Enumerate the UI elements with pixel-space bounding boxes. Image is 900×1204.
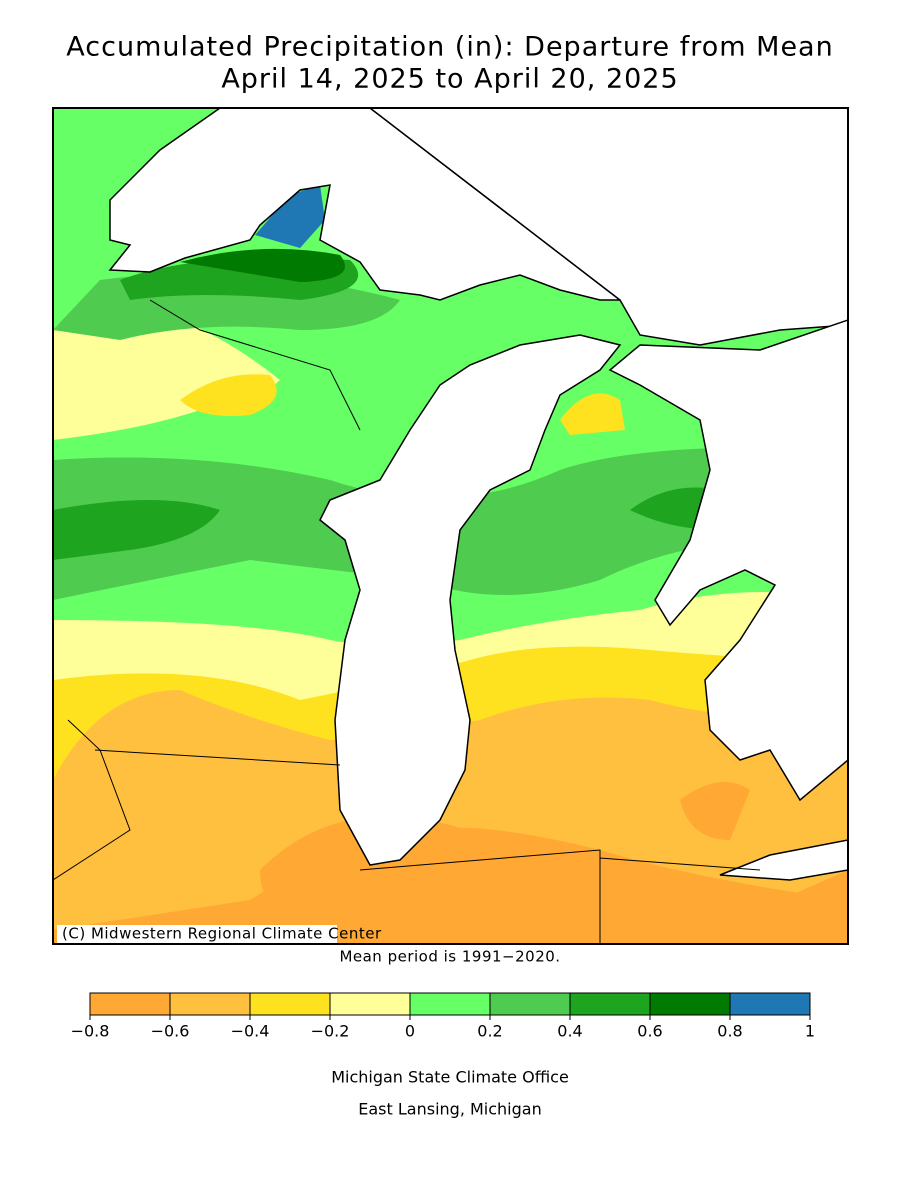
tick-label: −0.6 <box>151 1022 190 1041</box>
legend-swatch <box>89 992 171 1016</box>
legend-swatch <box>169 992 251 1016</box>
tick-label: 0.6 <box>637 1022 662 1041</box>
tick-label: 1 <box>805 1022 815 1041</box>
tick-label: −0.8 <box>71 1022 110 1041</box>
map-frame <box>52 107 849 945</box>
legend-swatch <box>489 992 571 1016</box>
legend-swatch <box>329 992 411 1016</box>
legend-swatch <box>249 992 331 1016</box>
copyright-box <box>57 925 337 943</box>
tick-label: 0.2 <box>477 1022 502 1041</box>
map <box>53 108 848 944</box>
tick-label: −0.2 <box>311 1022 350 1041</box>
tick-label: 0.8 <box>717 1022 742 1041</box>
tick-label: −0.4 <box>231 1022 270 1041</box>
title: Accumulated Precipitation (in): Departur… <box>66 32 833 63</box>
tick-label: 0.4 <box>557 1022 582 1041</box>
credit: Michigan State Climate Office <box>331 1068 569 1087</box>
legend-swatch <box>729 992 811 1016</box>
subtitle: April 14, 2025 to April 20, 2025 <box>221 64 678 95</box>
note: Mean period is 1991−2020. <box>339 948 560 966</box>
tick-label: 0 <box>405 1022 415 1041</box>
legend-swatch <box>649 992 731 1016</box>
legend-swatch <box>569 992 651 1016</box>
credit: East Lansing, Michigan <box>358 1100 541 1119</box>
copyright: (C) Midwestern Regional Climate Center <box>62 925 382 943</box>
legend-swatch <box>409 992 491 1016</box>
legend: −0.8 −0.6 −0.4 −0.2 0 0.2 0.4 0.6 0.8 1 <box>71 992 815 1041</box>
